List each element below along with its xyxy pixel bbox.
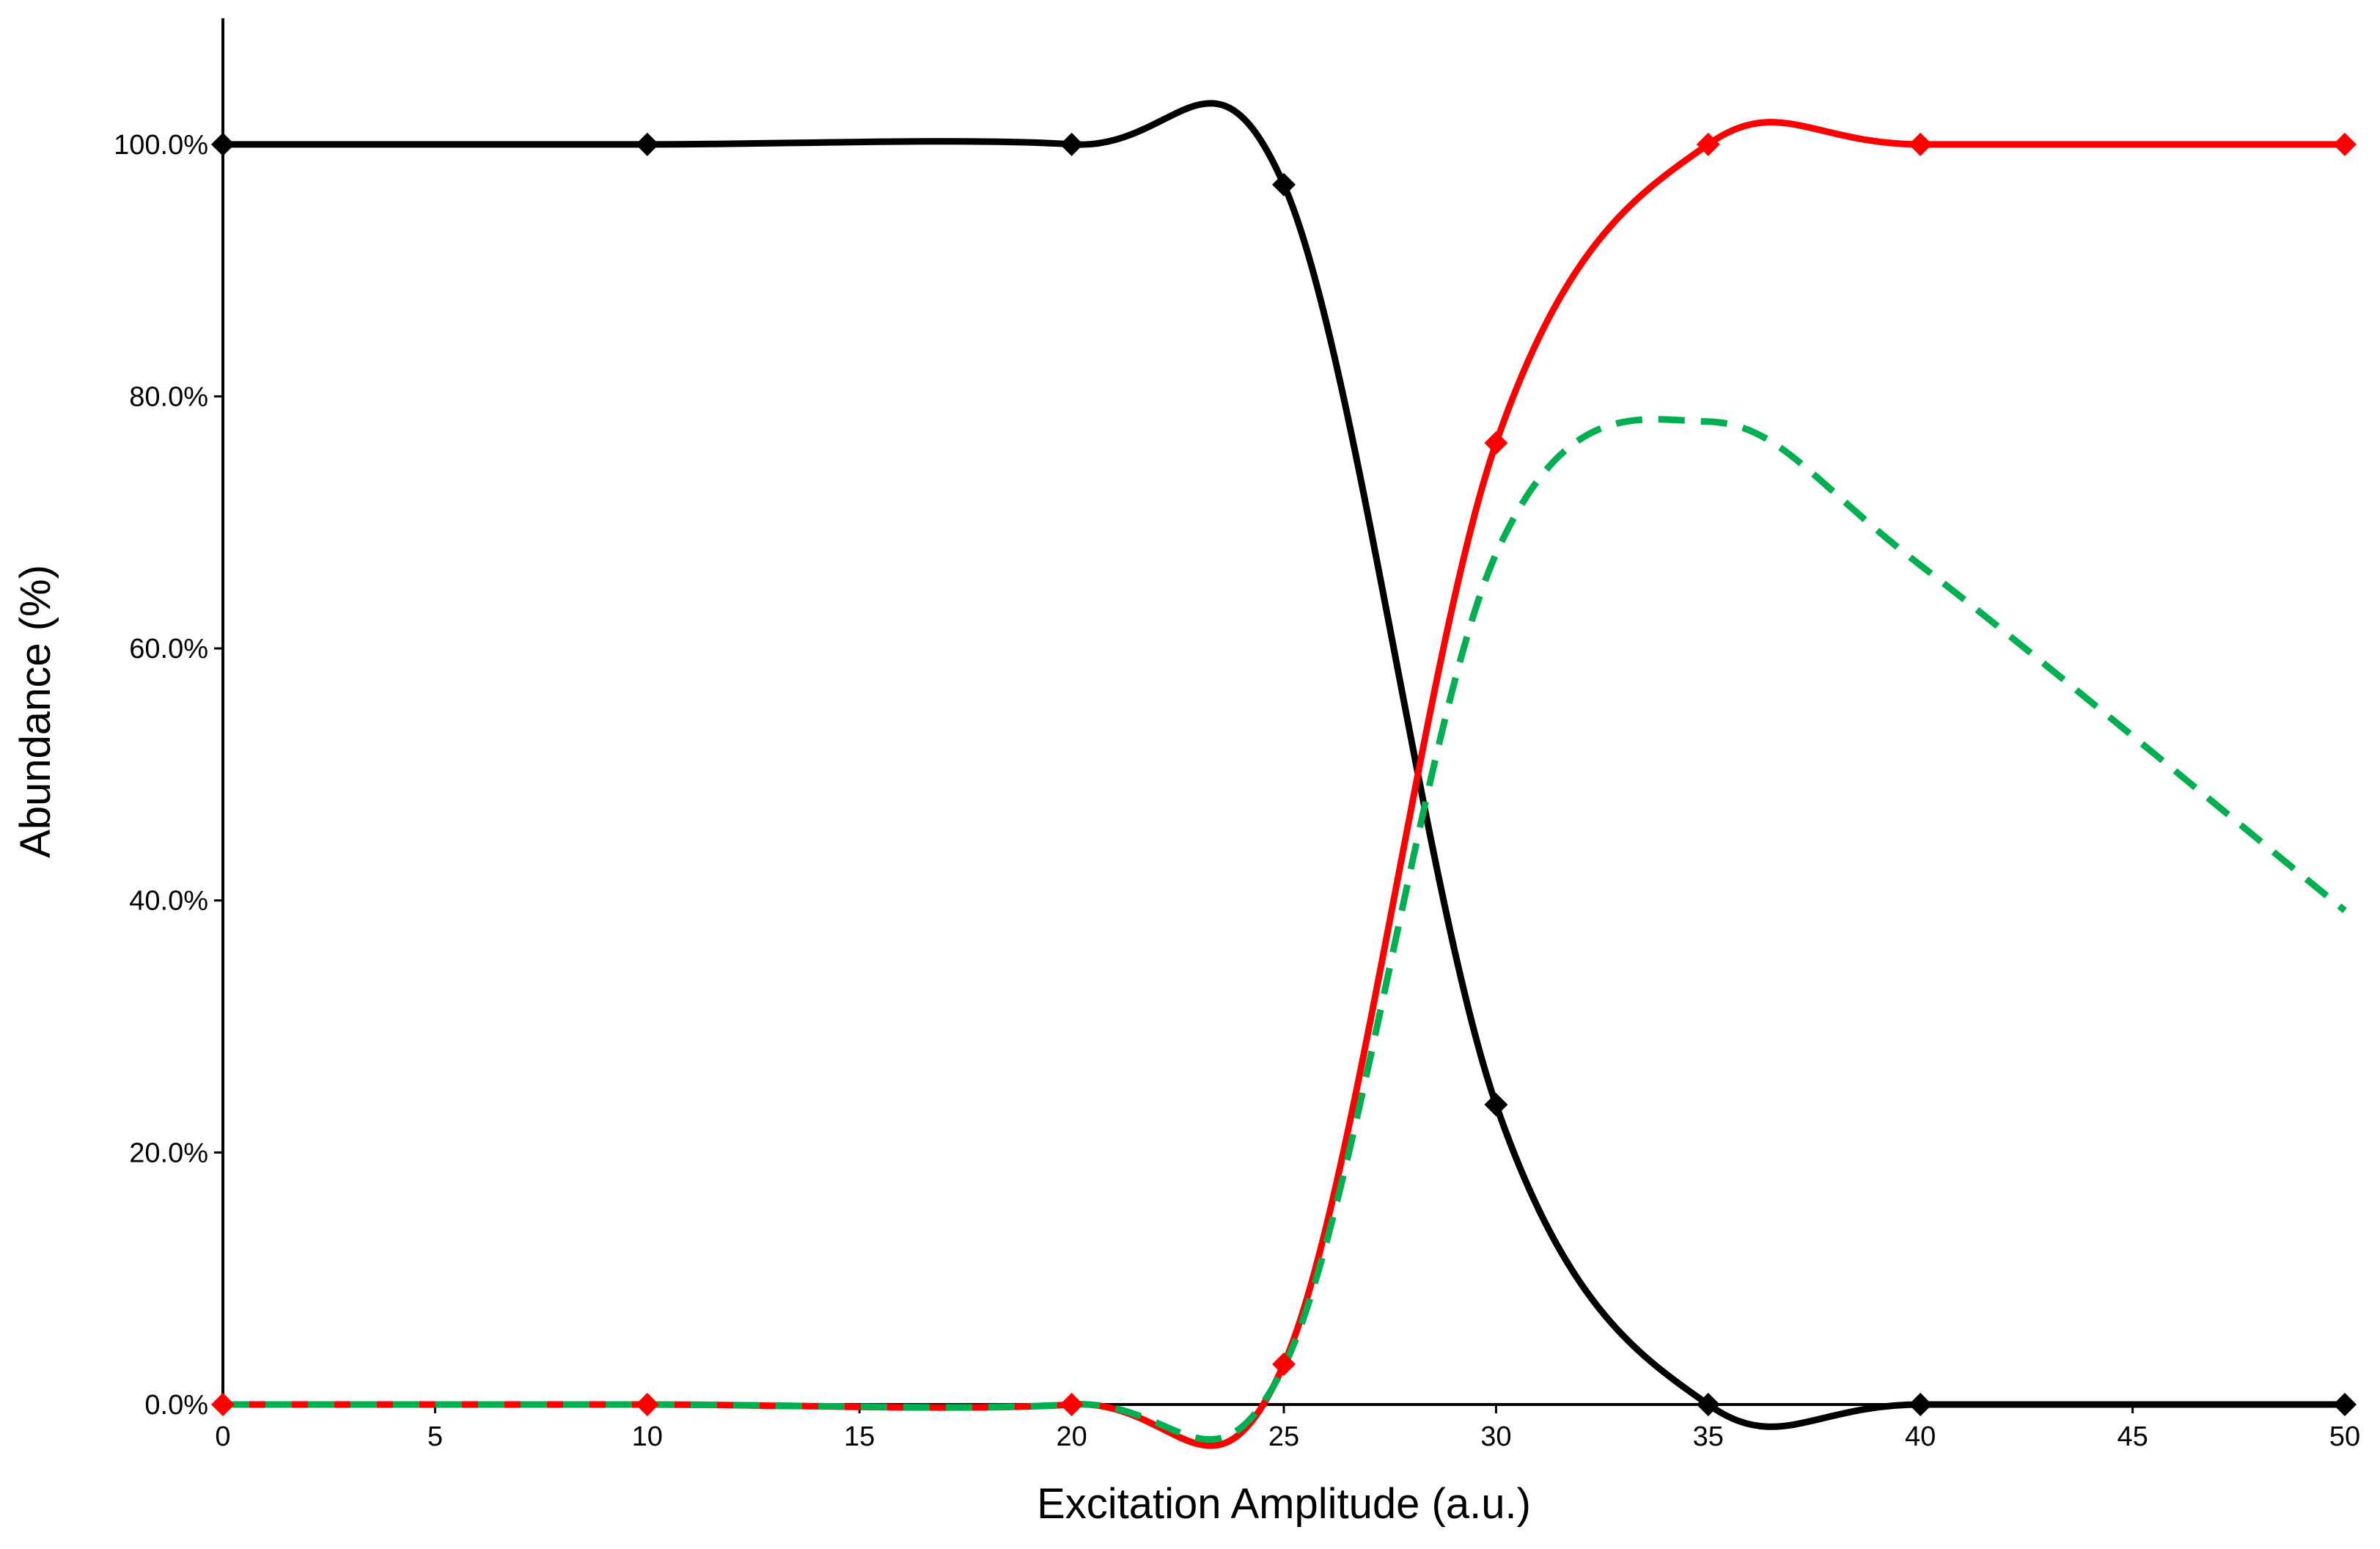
x-tick-label: 45: [2117, 1421, 2148, 1452]
x-axis-title: Excitation Amplitude (a.u.): [1037, 1480, 1531, 1528]
data-marker: [1909, 1393, 1933, 1416]
y-tick-label: 60.0%: [129, 634, 208, 664]
y-tick-label: 100.0%: [114, 130, 208, 161]
y-tick-label: 20.0%: [129, 1138, 208, 1168]
x-tick-label: 35: [1693, 1421, 1724, 1452]
y-axis-title: Abundance (%): [12, 565, 59, 858]
data-marker: [1272, 1352, 1296, 1377]
data-marker: [2333, 132, 2357, 156]
x-tick-label: 0: [215, 1421, 230, 1452]
x-tick-label: 20: [1056, 1421, 1087, 1452]
x-tick-label: 5: [427, 1421, 443, 1452]
data-marker: [1059, 132, 1084, 156]
data-marker: [1484, 431, 1508, 455]
data-marker: [1484, 1093, 1508, 1117]
series-line: [223, 119, 2345, 1449]
x-tick-label: 10: [632, 1421, 663, 1452]
data-marker: [635, 132, 659, 156]
x-tick-label: 15: [844, 1421, 875, 1452]
y-tick-label: 80.0%: [129, 381, 208, 412]
x-tick-label: 30: [1480, 1421, 1511, 1452]
data-marker: [1696, 1393, 1720, 1416]
data-marker: [211, 132, 235, 156]
x-tick-label: 25: [1268, 1421, 1299, 1452]
series-line: [223, 100, 2345, 1430]
x-tick-label: 40: [1905, 1421, 1936, 1452]
series-line: [223, 416, 2347, 1443]
x-tick-label: 50: [2329, 1421, 2360, 1452]
data-marker: [2333, 1393, 2357, 1416]
data-marker: [635, 1393, 659, 1416]
y-tick-label: 40.0%: [129, 886, 208, 917]
y-tick-label: 0.0%: [144, 1390, 208, 1421]
data-marker: [1696, 132, 1720, 156]
data-marker: [1909, 132, 1933, 156]
data-marker: [1059, 1393, 1084, 1416]
data-marker: [1272, 172, 1296, 197]
data-marker: [211, 1393, 235, 1416]
